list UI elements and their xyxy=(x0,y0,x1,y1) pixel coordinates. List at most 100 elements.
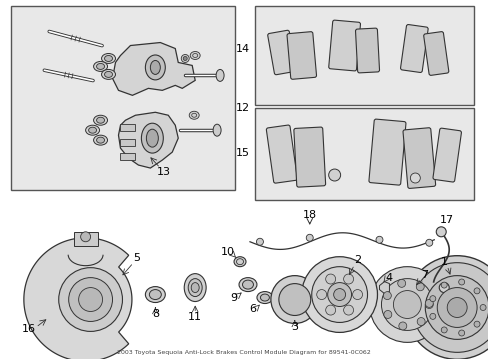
Circle shape xyxy=(325,305,335,315)
Ellipse shape xyxy=(141,123,163,153)
Circle shape xyxy=(59,268,122,332)
Circle shape xyxy=(333,289,345,301)
Text: 8: 8 xyxy=(151,310,159,319)
Ellipse shape xyxy=(191,283,199,293)
Ellipse shape xyxy=(104,71,112,77)
Circle shape xyxy=(183,57,187,60)
Circle shape xyxy=(301,257,377,332)
FancyBboxPatch shape xyxy=(423,32,448,75)
Ellipse shape xyxy=(242,280,253,289)
Polygon shape xyxy=(112,42,195,95)
Circle shape xyxy=(181,54,189,62)
Text: 12: 12 xyxy=(236,103,249,113)
FancyBboxPatch shape xyxy=(432,128,461,182)
Ellipse shape xyxy=(104,55,112,62)
Circle shape xyxy=(436,288,476,328)
Circle shape xyxy=(305,234,313,241)
FancyBboxPatch shape xyxy=(368,119,405,185)
Text: 14: 14 xyxy=(236,44,249,54)
Circle shape xyxy=(397,279,405,287)
Ellipse shape xyxy=(88,127,96,133)
Circle shape xyxy=(440,327,447,333)
Ellipse shape xyxy=(213,124,221,136)
Text: 5: 5 xyxy=(133,253,140,263)
FancyBboxPatch shape xyxy=(286,32,316,79)
Text: 7: 7 xyxy=(420,270,427,280)
Circle shape xyxy=(343,305,353,315)
Circle shape xyxy=(343,274,353,284)
Circle shape xyxy=(381,279,432,330)
Bar xyxy=(254,108,473,200)
Circle shape xyxy=(425,239,432,246)
Circle shape xyxy=(473,321,479,327)
Ellipse shape xyxy=(188,279,202,297)
FancyBboxPatch shape xyxy=(402,128,435,188)
Ellipse shape xyxy=(190,51,200,59)
Text: 11: 11 xyxy=(188,312,202,323)
Ellipse shape xyxy=(145,287,165,302)
Text: 16: 16 xyxy=(22,324,36,334)
Text: 10: 10 xyxy=(221,247,235,257)
Ellipse shape xyxy=(93,135,107,145)
Polygon shape xyxy=(118,112,178,168)
Circle shape xyxy=(440,282,447,288)
Circle shape xyxy=(429,313,435,319)
Circle shape xyxy=(447,298,466,318)
Ellipse shape xyxy=(256,292,272,303)
Ellipse shape xyxy=(85,125,100,135)
FancyBboxPatch shape xyxy=(266,125,297,183)
Circle shape xyxy=(458,279,464,285)
Circle shape xyxy=(458,330,464,336)
Circle shape xyxy=(416,318,424,325)
Ellipse shape xyxy=(239,278,256,292)
Bar xyxy=(254,6,473,105)
Circle shape xyxy=(81,232,90,242)
Ellipse shape xyxy=(145,55,165,80)
Circle shape xyxy=(79,288,102,311)
Circle shape xyxy=(375,236,382,243)
Circle shape xyxy=(398,322,406,330)
Circle shape xyxy=(415,283,424,291)
Circle shape xyxy=(68,278,112,321)
Ellipse shape xyxy=(102,69,115,80)
Bar xyxy=(120,139,135,146)
Circle shape xyxy=(316,289,326,300)
FancyBboxPatch shape xyxy=(267,30,295,75)
Text: 18: 18 xyxy=(302,210,316,220)
Text: 2003 Toyota Sequoia Anti-Lock Brakes Control Module Diagram for 89541-0C062: 2003 Toyota Sequoia Anti-Lock Brakes Con… xyxy=(117,350,370,355)
Polygon shape xyxy=(24,238,132,360)
Bar xyxy=(120,124,135,131)
Text: 1: 1 xyxy=(440,257,447,267)
FancyBboxPatch shape xyxy=(400,24,427,72)
Ellipse shape xyxy=(150,60,160,75)
FancyBboxPatch shape xyxy=(293,127,325,187)
Ellipse shape xyxy=(184,274,206,302)
Ellipse shape xyxy=(234,257,245,267)
Text: 13: 13 xyxy=(157,167,171,177)
Ellipse shape xyxy=(260,294,269,301)
Ellipse shape xyxy=(216,69,224,81)
Circle shape xyxy=(325,274,335,284)
Circle shape xyxy=(383,292,390,300)
Ellipse shape xyxy=(96,137,104,143)
Ellipse shape xyxy=(149,289,161,300)
Circle shape xyxy=(479,305,485,310)
Circle shape xyxy=(429,296,435,302)
Ellipse shape xyxy=(93,115,107,125)
Ellipse shape xyxy=(96,63,104,69)
Circle shape xyxy=(425,301,432,309)
Bar xyxy=(11,6,235,190)
Circle shape xyxy=(411,263,488,352)
Ellipse shape xyxy=(93,62,107,71)
Circle shape xyxy=(393,291,421,319)
Circle shape xyxy=(425,276,488,339)
Circle shape xyxy=(352,289,362,300)
Circle shape xyxy=(256,238,263,245)
Text: 3: 3 xyxy=(291,323,298,332)
Circle shape xyxy=(270,276,318,323)
Text: 6: 6 xyxy=(249,305,256,315)
Circle shape xyxy=(405,256,488,359)
Text: 9: 9 xyxy=(230,293,237,302)
Text: 15: 15 xyxy=(236,148,249,158)
Ellipse shape xyxy=(96,117,104,123)
